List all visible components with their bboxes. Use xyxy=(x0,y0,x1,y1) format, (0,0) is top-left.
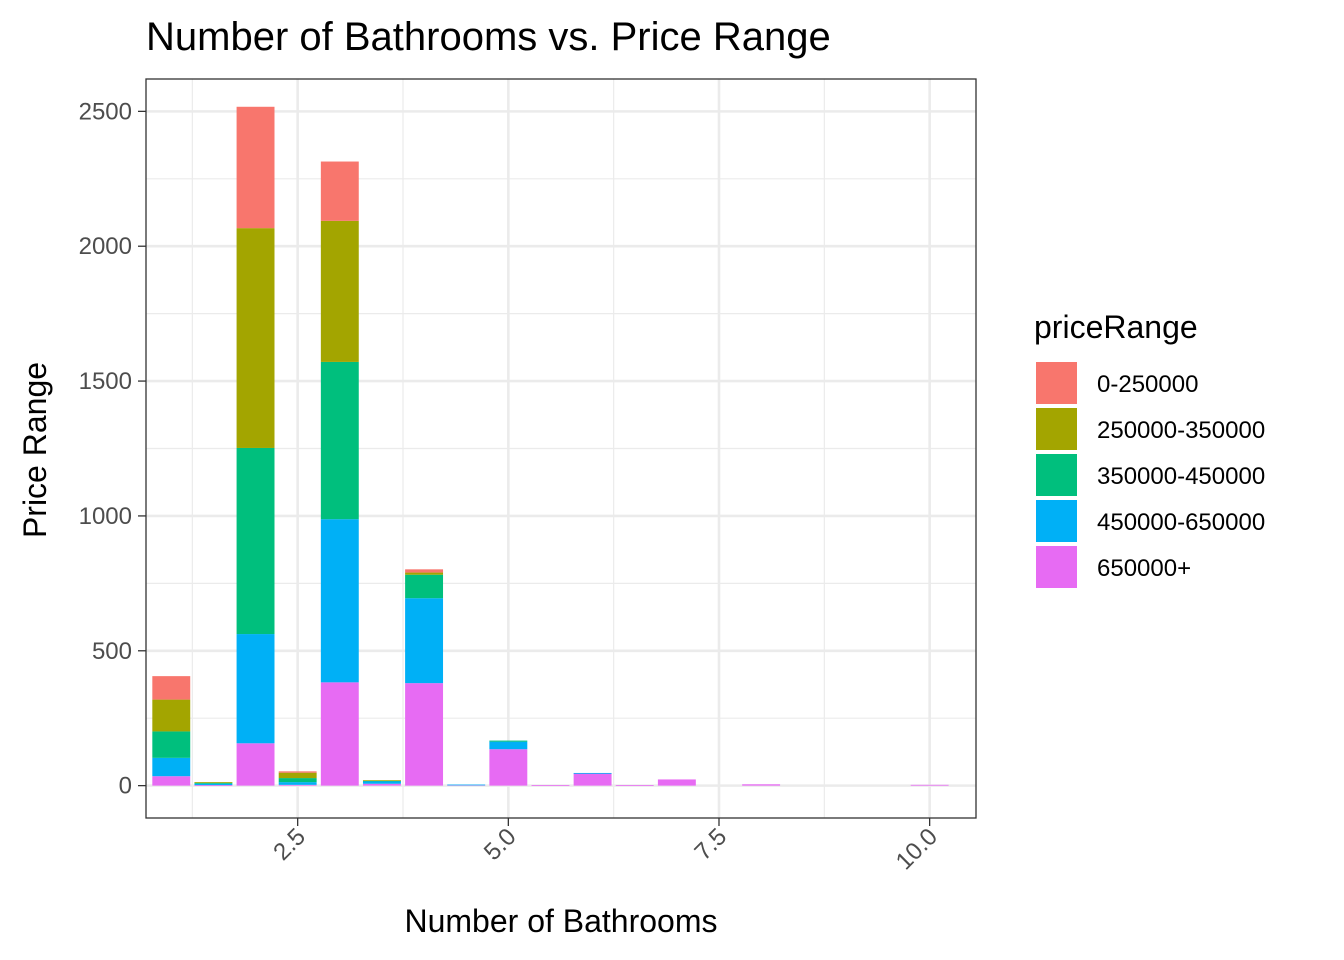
legend-swatch xyxy=(1036,362,1077,404)
legend-swatch xyxy=(1036,546,1077,588)
bar-segment xyxy=(236,447,275,635)
bar-segment xyxy=(278,778,317,783)
bar-stacks xyxy=(152,106,949,786)
bar-segment xyxy=(278,771,317,773)
bar-segment xyxy=(320,161,359,221)
legend-label: 350000-450000 xyxy=(1097,463,1265,490)
panel-border xyxy=(145,78,977,819)
bar-segment xyxy=(405,574,444,599)
y-tick-label: 0 xyxy=(119,773,132,800)
legend: priceRange 0-250000 250000-350000 350000-4… xyxy=(1034,309,1265,588)
legend-label: 650000+ xyxy=(1097,555,1191,582)
legend-swatch xyxy=(1036,454,1077,496)
bar-segment xyxy=(447,784,486,786)
bar-segment xyxy=(405,683,444,786)
y-axis: 0 500 1000 1500 2000 2500 xyxy=(79,98,146,800)
bar-segment xyxy=(362,780,401,782)
chart-title: Number of Bathrooms vs. Price Range xyxy=(146,15,831,59)
bar-segment xyxy=(489,741,528,750)
y-tick-label: 1500 xyxy=(79,368,132,395)
bar-segment xyxy=(194,782,233,784)
bar-segment xyxy=(194,785,233,786)
bar-segment xyxy=(489,740,528,742)
bar-segment xyxy=(573,773,612,786)
bar-segment xyxy=(278,784,317,786)
bar-segment xyxy=(152,776,191,786)
bar-segment xyxy=(236,634,275,744)
bar-segment xyxy=(615,785,654,786)
y-tick-label: 2500 xyxy=(79,98,132,125)
x-tick-label: 7.5 xyxy=(690,823,733,866)
y-tick-label: 1000 xyxy=(79,503,132,530)
bar-segment xyxy=(362,781,401,784)
y-axis-title: Price Range xyxy=(17,362,53,538)
bar-segment xyxy=(152,676,191,700)
bar-segment xyxy=(320,682,359,786)
bar-segment xyxy=(194,783,233,786)
x-axis-title: Number of Bathrooms xyxy=(404,903,717,939)
legend-swatch xyxy=(1036,408,1077,450)
legend-swatch xyxy=(1036,500,1077,542)
bar-segment xyxy=(278,782,317,785)
bar-segment xyxy=(405,572,444,575)
minor-gridlines xyxy=(146,79,976,818)
legend-title: priceRange xyxy=(1034,309,1198,345)
legend-items: 0-250000 250000-350000 350000-450000 450000… xyxy=(1036,362,1265,588)
bar-segment xyxy=(405,598,444,684)
bar-segment xyxy=(320,519,359,683)
bar-segment xyxy=(194,782,233,783)
bar-segment xyxy=(152,731,191,758)
bar-segment xyxy=(152,699,191,732)
x-tick-label: 2.5 xyxy=(268,823,311,866)
bar-segment xyxy=(405,569,444,573)
bar-segment xyxy=(489,749,528,786)
bar-segment xyxy=(236,228,275,448)
legend-label: 250000-350000 xyxy=(1097,417,1265,444)
legend-label: 0-250000 xyxy=(1097,371,1198,398)
x-axis: 2.5 5.0 7.5 10.0 xyxy=(268,818,943,875)
bar-segment xyxy=(320,361,359,520)
bar-segment xyxy=(531,785,570,786)
bar-segment xyxy=(236,106,275,229)
bar-segment xyxy=(320,220,359,362)
bar-segment xyxy=(236,743,275,786)
bar-segment xyxy=(910,784,949,786)
bar-segment xyxy=(362,783,401,786)
y-tick-label: 500 xyxy=(92,638,132,665)
x-tick-label: 5.0 xyxy=(479,823,522,866)
bar-segment xyxy=(278,772,317,779)
legend-label: 450000-650000 xyxy=(1097,509,1265,536)
bar-segment xyxy=(573,772,612,774)
bar-segment xyxy=(657,779,696,786)
bar-segment xyxy=(742,784,781,786)
x-tick-label: 10.0 xyxy=(891,823,943,875)
y-tick-label: 2000 xyxy=(79,233,132,260)
bar-segment xyxy=(152,757,191,777)
